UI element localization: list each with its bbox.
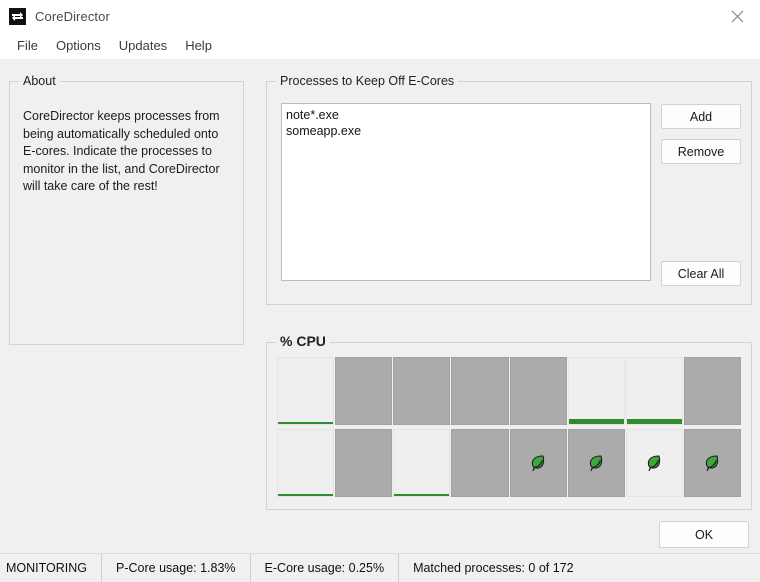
- cpu-core-cell: [451, 357, 509, 425]
- cpu-core-cell: [625, 357, 683, 425]
- cpu-load-bar: [394, 494, 450, 496]
- cpu-core-cell: [567, 357, 625, 425]
- status-bar: MONITORING P-Core usage: 1.83% E-Core us…: [0, 553, 760, 582]
- cpu-load-bar: [278, 494, 334, 496]
- menu-item-options[interactable]: Options: [55, 38, 101, 53]
- cpu-core-cell: [683, 357, 741, 425]
- list-item[interactable]: someapp.exe: [286, 124, 362, 138]
- about-group-title: About: [19, 74, 60, 88]
- cpu-load-bar: [626, 419, 682, 424]
- swap-arrows-icon: [9, 7, 26, 25]
- add-button[interactable]: Add: [661, 104, 741, 129]
- cpu-group-title: % CPU: [276, 333, 330, 349]
- ok-button[interactable]: OK: [659, 521, 749, 548]
- remove-button[interactable]: Remove: [661, 139, 741, 164]
- leaf-icon: [586, 453, 606, 473]
- cpu-group: % CPU: [266, 333, 752, 510]
- cpu-core-cell: [393, 357, 451, 425]
- processes-group: Processes to Keep Off E-Cores note*.exe …: [266, 74, 752, 305]
- cpu-core-cell: [277, 357, 335, 425]
- clear-all-button[interactable]: Clear All: [661, 261, 741, 286]
- leaf-icon: [528, 453, 548, 473]
- processes-listbox[interactable]: note*.exe someapp.exe: [281, 103, 651, 281]
- cpu-meter-grid: [277, 357, 741, 497]
- cpu-core-cell: [393, 429, 451, 497]
- title-bar: CoreDirector: [0, 0, 760, 32]
- cpu-core-cell: [683, 429, 741, 497]
- window-title: CoreDirector: [35, 8, 110, 24]
- cpu-core-cell: [625, 429, 683, 497]
- cpu-core-cell: [335, 429, 393, 497]
- list-item[interactable]: note*.exe: [286, 108, 339, 122]
- status-e-core-usage: E-Core usage: 0.25%: [251, 554, 400, 582]
- close-icon[interactable]: [714, 0, 760, 32]
- cpu-core-cell: [509, 357, 567, 425]
- status-monitoring: MONITORING: [0, 554, 103, 582]
- menu-item-help[interactable]: Help: [185, 38, 212, 53]
- cpu-core-cell: [277, 429, 335, 497]
- menu-item-file[interactable]: File: [17, 38, 38, 53]
- cpu-core-cell: [335, 357, 393, 425]
- about-group: About CoreDirector keeps processes from …: [9, 74, 244, 345]
- cpu-load-bar: [568, 419, 624, 424]
- client-area: About CoreDirector keeps processes from …: [0, 59, 760, 553]
- menu-item-updates[interactable]: Updates: [118, 38, 168, 53]
- status-p-core-usage: P-Core usage: 1.83%: [102, 554, 251, 582]
- processes-group-title: Processes to Keep Off E-Cores: [276, 74, 459, 88]
- status-matched-processes: Matched processes: 0 of 172: [413, 561, 574, 575]
- cpu-load-bar: [278, 422, 334, 424]
- leaf-icon: [644, 453, 664, 473]
- about-description: CoreDirector keeps processes from being …: [23, 109, 220, 193]
- cpu-row-p-cores: [277, 357, 741, 425]
- leaf-icon: [702, 453, 722, 473]
- cpu-row-e-cores: [277, 429, 741, 497]
- menu-bar: File Options Updates Help: [0, 32, 760, 59]
- cpu-core-cell: [509, 429, 567, 497]
- cpu-core-cell: [451, 429, 509, 497]
- cpu-core-cell: [567, 429, 625, 497]
